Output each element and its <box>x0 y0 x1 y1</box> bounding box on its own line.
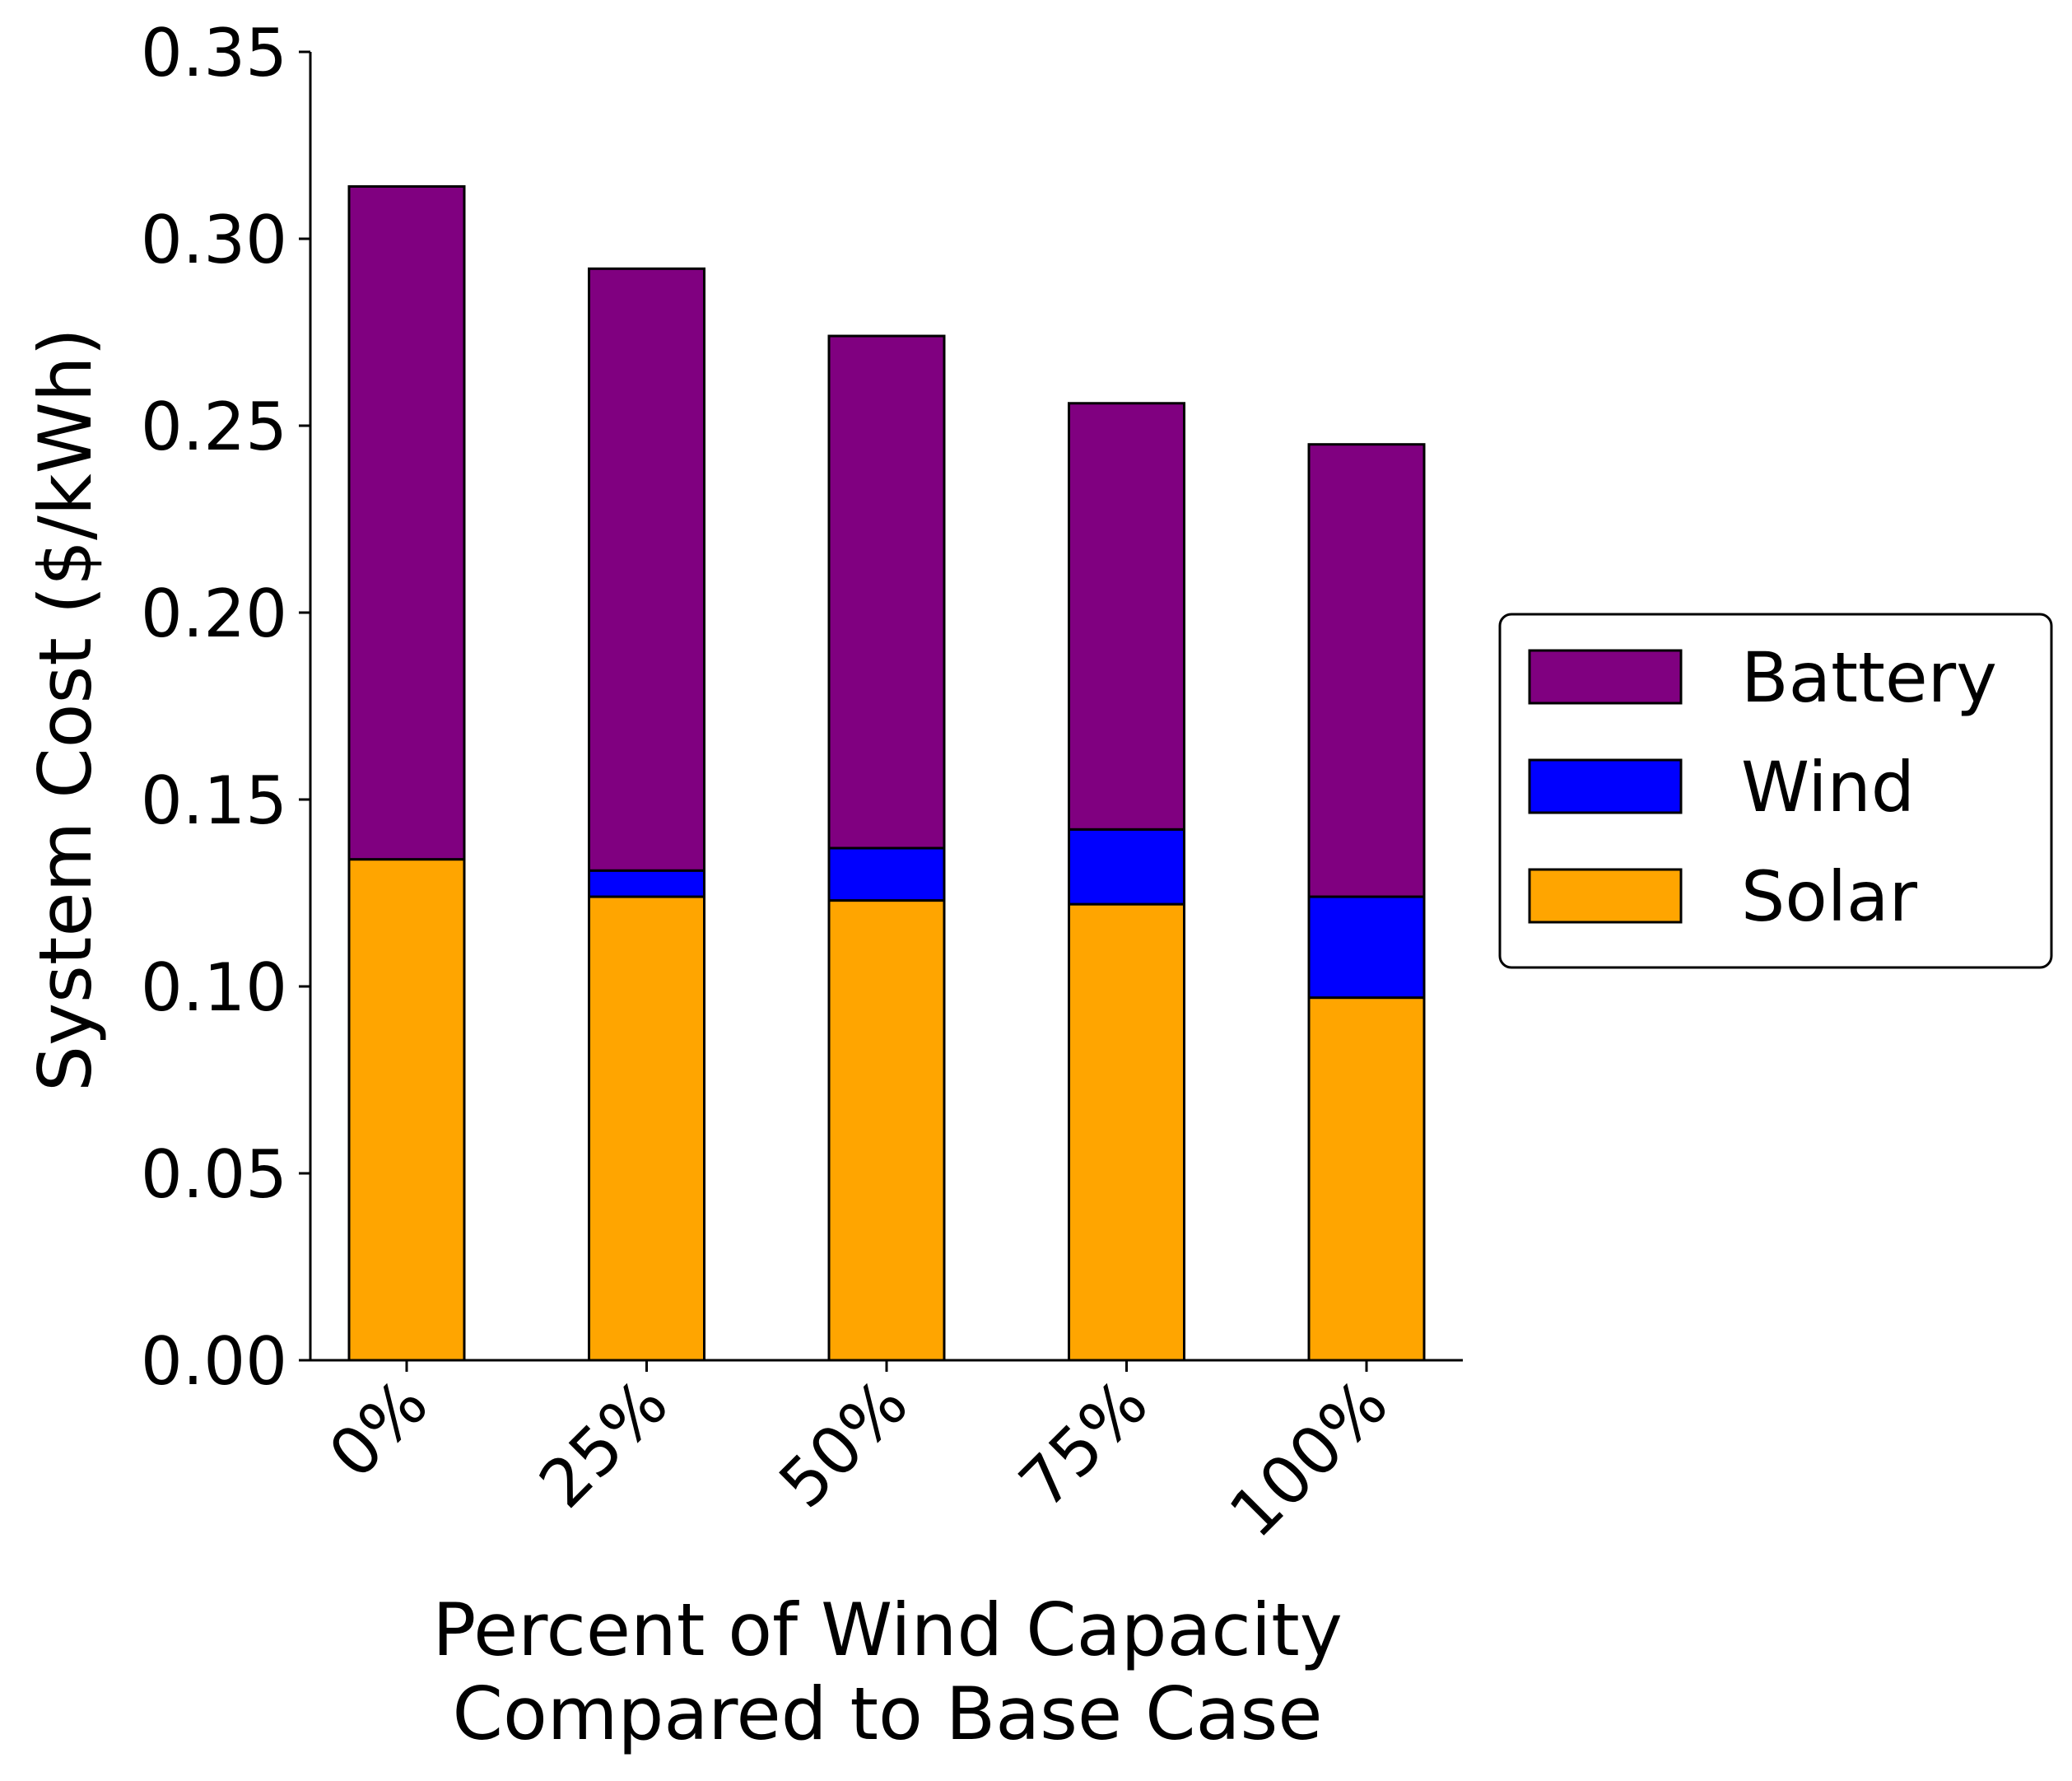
y-tick-label: 0.15 <box>141 762 287 839</box>
legend-swatch-wind <box>1528 758 1683 814</box>
x-axis: 0% 25% 50% 75% 100% <box>310 1359 1463 1552</box>
y-tick-label: 0.25 <box>141 389 287 465</box>
x-axis-title-line-1: Percent of Wind Capacity <box>432 1588 1343 1672</box>
y-tick-label: 0.35 <box>141 15 287 91</box>
y-tick-label: 0.10 <box>141 949 287 1026</box>
y-tick-label: 0.30 <box>141 202 287 278</box>
bar-wind-50pct <box>827 846 946 902</box>
bar-wind-25pct <box>588 869 705 898</box>
bar-battery-100pct <box>1307 443 1426 898</box>
y-axis: 0.00 0.05 0.10 0.15 0.20 0.25 0.30 0.35 <box>141 15 312 1400</box>
bar-wind-75pct <box>1068 828 1185 906</box>
x-tick-label: 75% <box>1004 1365 1162 1522</box>
y-tick-label: 0.00 <box>141 1323 287 1400</box>
bar-wind-100pct <box>1307 895 1426 1000</box>
bar-solar-75pct <box>1068 902 1185 1362</box>
bar-battery-0pct <box>347 184 466 861</box>
legend-swatch-solar <box>1528 868 1683 924</box>
y-axis-title: System Cost ($/kWh) <box>23 328 108 1092</box>
y-tick-label: 0.20 <box>141 576 287 652</box>
bar-solar-0pct <box>347 858 466 1362</box>
legend-label-wind: Wind <box>1741 747 1915 828</box>
x-tick-label: 100% <box>1215 1365 1402 1552</box>
x-tick-label: 50% <box>765 1365 922 1522</box>
bar-solar-50pct <box>827 899 946 1362</box>
bar-battery-50pct <box>827 334 946 850</box>
bars-layer <box>347 184 1426 1362</box>
legend-label-solar: Solar <box>1741 856 1918 937</box>
bar-solar-100pct <box>1307 996 1426 1362</box>
legend-swatch-battery <box>1528 649 1683 705</box>
x-tick-label: 25% <box>524 1365 682 1522</box>
bar-solar-25pct <box>588 895 705 1362</box>
legend-label-battery: Battery <box>1741 637 1997 718</box>
legend: Battery Wind Solar <box>1498 613 2053 969</box>
bar-battery-25pct <box>588 267 705 872</box>
y-tick-label: 0.05 <box>141 1136 287 1213</box>
x-tick-label: 0% <box>314 1365 443 1494</box>
x-axis-title-line-2: Compared to Base Case <box>453 1671 1323 1756</box>
bar-battery-75pct <box>1068 402 1185 831</box>
legend-items: Battery Wind Solar <box>1528 637 1997 937</box>
